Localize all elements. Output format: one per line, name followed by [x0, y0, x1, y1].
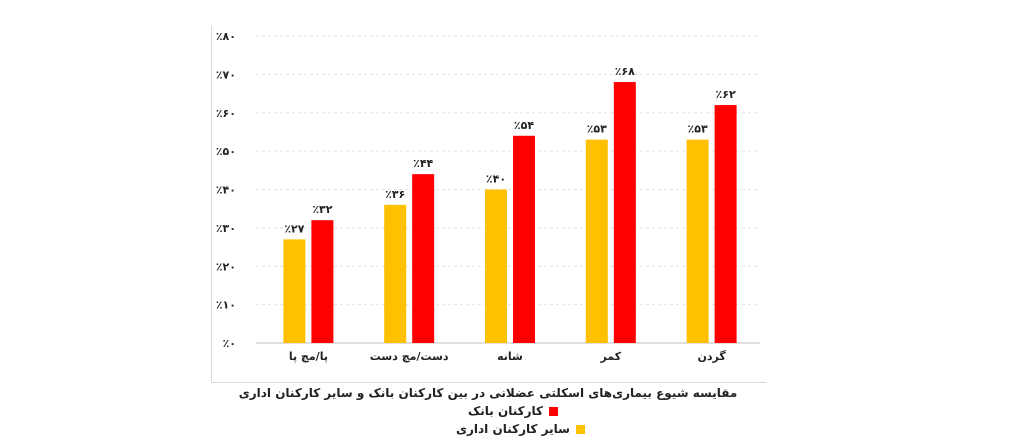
bar — [485, 189, 507, 343]
x-tick-label: شانه — [497, 350, 523, 363]
data-label: ٪۵۳ — [688, 123, 708, 136]
legend-label-office: سایر کارکنان اداری — [456, 422, 570, 436]
x-tick-label: گردن — [697, 350, 726, 363]
legend-label-bank: کارکنان بانک — [468, 404, 543, 418]
y-tick-label: ٪۷۰ — [216, 68, 236, 81]
y-tick-label: ٪۴۰ — [216, 184, 236, 197]
data-label: ٪۴۰ — [486, 173, 506, 186]
x-tick-label: کمر — [599, 350, 621, 363]
data-label: ٪۶۸ — [615, 65, 635, 78]
y-tick-label: ٪۳۰ — [216, 222, 236, 235]
y-tick-label: ٪۱۰ — [216, 299, 236, 312]
chart-frame-bottom — [211, 382, 766, 383]
bar — [384, 204, 407, 343]
x-tick-label: دست/مچ دست — [370, 350, 449, 363]
legend-swatch-office — [575, 424, 585, 434]
data-label: ٪۳۲ — [312, 203, 332, 216]
data-label: ٪۳۶ — [385, 188, 405, 201]
bar — [412, 174, 435, 343]
chart-title: مقایسه شیوع بیماری‌های اسکلتی عضلانی در … — [238, 386, 738, 400]
legend-item-bank: کارکنان بانک — [468, 404, 558, 418]
data-label: ٪۵۴ — [514, 119, 534, 132]
bar — [686, 139, 709, 343]
x-tick-label: پا/مچ پا — [289, 350, 328, 363]
legend-swatch-bank — [549, 406, 558, 416]
bar — [311, 220, 334, 343]
bar — [513, 135, 535, 343]
y-tick-label: ٪۲۰ — [216, 260, 236, 273]
y-tick-label: ٪۵۰ — [216, 145, 236, 158]
y-tick-label: ٪۶۰ — [216, 107, 236, 120]
data-label: ٪۵۳ — [587, 123, 607, 136]
y-tick-label: ٪۰ — [223, 337, 236, 350]
bar — [613, 82, 636, 344]
data-label: ٪۲۷ — [284, 222, 304, 235]
bar — [283, 239, 306, 343]
legend-item-office: سایر کارکنان اداری — [456, 422, 585, 436]
y-tick-label: ٪۸۰ — [216, 30, 236, 43]
bar — [585, 139, 608, 343]
data-label: ٪۶۲ — [716, 88, 736, 101]
data-label: ٪۴۴ — [413, 157, 433, 170]
bar — [714, 105, 737, 343]
chart-frame-left — [211, 26, 212, 382]
